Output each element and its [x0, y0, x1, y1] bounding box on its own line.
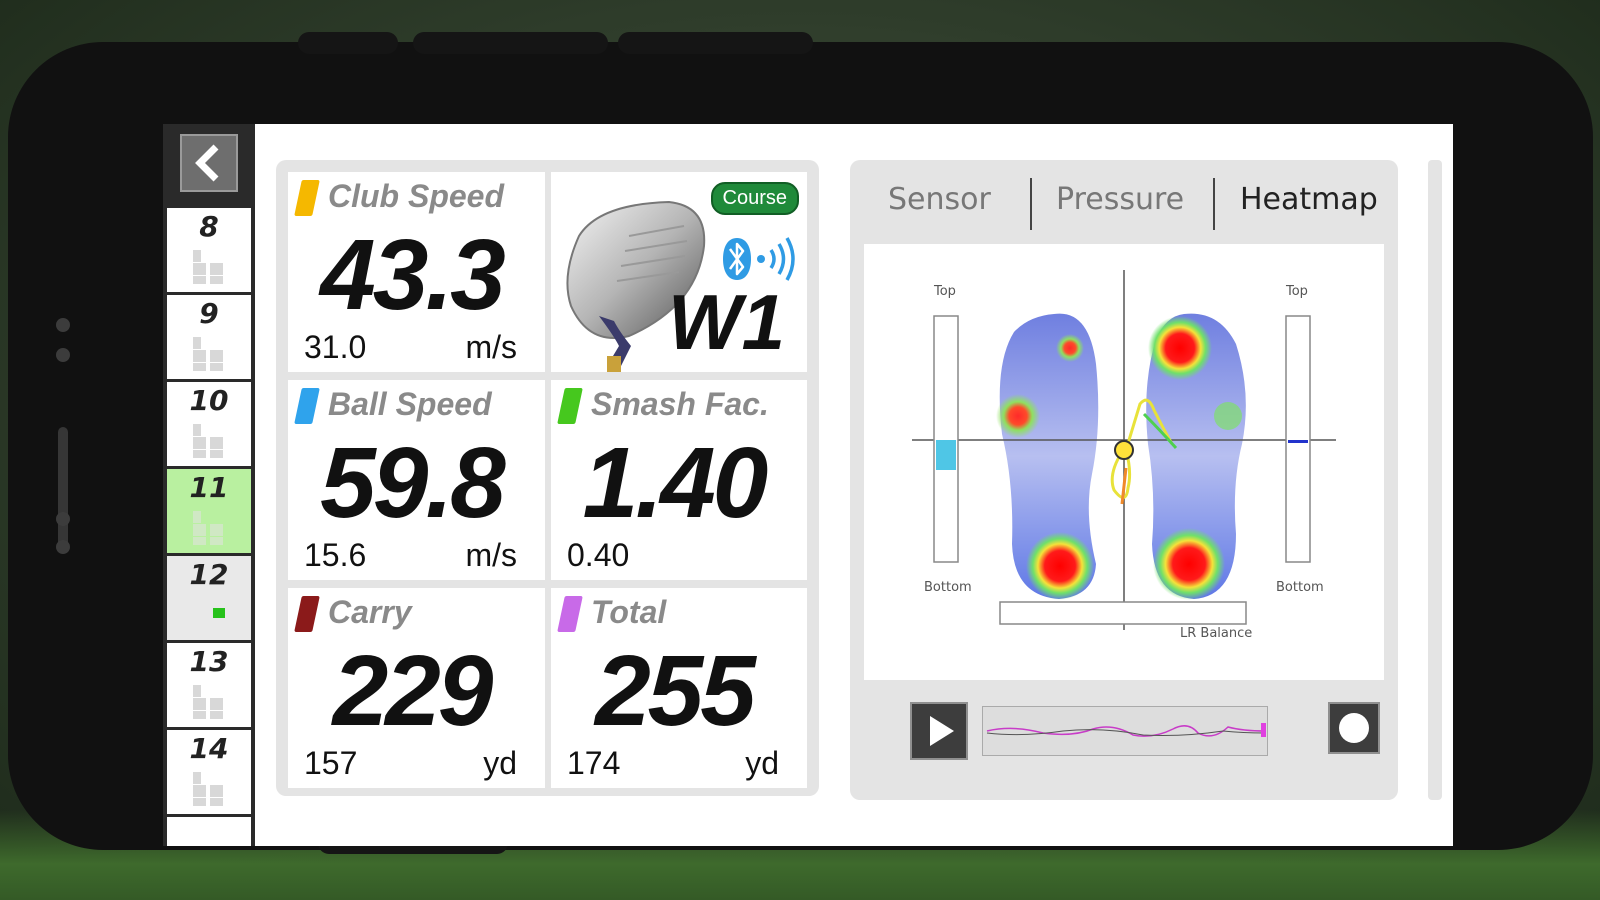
- hole-item-9[interactable]: 9: [167, 295, 251, 379]
- hole-item-14[interactable]: 14: [167, 730, 251, 814]
- hole-number: 10: [189, 384, 229, 417]
- play-icon: [930, 716, 954, 746]
- total-secondary: 174: [567, 745, 621, 781]
- smash-factor-value: 1.40: [582, 427, 769, 539]
- shot-stats-panel: Club Speed 43.3 31.0 m/s: [276, 160, 819, 796]
- total-card: Total 255 174 yd: [551, 588, 807, 788]
- carry-unit: yd: [483, 745, 517, 781]
- phone-top-button: [413, 32, 608, 54]
- club-speed-secondary: 31.0: [304, 329, 367, 365]
- total-label: Total: [591, 594, 667, 630]
- smash-factor-swatch: [557, 388, 583, 424]
- club-speed-label: Club Speed: [328, 178, 505, 214]
- front-camera-dot: [56, 318, 70, 332]
- sensor-dot: [56, 540, 70, 554]
- hole-item-11[interactable]: 11: [167, 469, 251, 553]
- hole-shot-marks: [193, 250, 233, 286]
- right-top-label: Top: [1286, 284, 1308, 299]
- ball-speed-swatch: [294, 388, 320, 424]
- tab-divider: [1030, 178, 1032, 230]
- hole-shot-marks: [193, 772, 233, 808]
- right-bottom-label: Bottom: [1276, 580, 1324, 595]
- timeline-waveform: [986, 723, 1266, 737]
- phone-top-button: [298, 32, 398, 54]
- phone-frame: 8 9 10 11: [8, 32, 1593, 854]
- hole-item-12[interactable]: 12: [167, 556, 251, 640]
- ball-speed-label: Ball Speed: [328, 386, 492, 422]
- hole-number: 14: [189, 732, 229, 765]
- club-speed-unit: m/s: [465, 329, 517, 365]
- hole-number: 12: [189, 558, 229, 591]
- ball-speed-secondary: 15.6: [304, 537, 367, 573]
- hole-number: 8: [199, 210, 219, 243]
- course-badge[interactable]: Course: [710, 182, 799, 215]
- playback-controls: [910, 700, 1380, 762]
- hole-shot-marks: [193, 337, 233, 373]
- sensor-dot: [56, 348, 70, 362]
- hole-item-8[interactable]: 8: [167, 208, 251, 292]
- smash-factor-label: Smash Fac.: [591, 386, 769, 422]
- sensor-dot: [56, 512, 70, 526]
- tab-pressure[interactable]: Pressure: [1056, 182, 1185, 217]
- record-button[interactable]: [1328, 702, 1380, 754]
- hole-number: 13: [189, 645, 229, 678]
- chevron-left-icon: [195, 144, 219, 182]
- ball-speed-card: Ball Speed 59.8 15.6 m/s: [288, 380, 545, 580]
- hole-list: 8 9 10 11: [163, 124, 255, 846]
- club-speed-swatch: [294, 180, 320, 216]
- left-bottom-label: Bottom: [924, 580, 972, 595]
- carry-card: Carry 229 157 yd: [288, 588, 545, 788]
- smash-factor-secondary: 0.40: [567, 537, 630, 573]
- tab-sensor[interactable]: Sensor: [888, 182, 991, 217]
- hole-shot-marker: [213, 608, 225, 618]
- lr-balance-label: LR Balance: [1180, 626, 1253, 641]
- back-button[interactable]: [180, 134, 238, 192]
- speaker-grille: [58, 427, 68, 552]
- carry-secondary: 157: [304, 745, 358, 781]
- hole-shot-marks: [193, 511, 233, 547]
- ball-speed-unit: m/s: [465, 537, 517, 573]
- total-swatch: [557, 596, 583, 632]
- heatmap-view: Top Bottom Top Bottom LR Balance: [864, 244, 1384, 680]
- club-name: W1: [668, 278, 785, 366]
- hole-item-13[interactable]: 13: [167, 643, 251, 727]
- phone-top-button: [618, 32, 813, 54]
- club-speed-card: Club Speed 43.3 31.0 m/s: [288, 172, 545, 372]
- hole-shot-marks: [193, 685, 233, 721]
- hole-item-10[interactable]: 10: [167, 382, 251, 466]
- ball-speed-value: 59.8: [320, 427, 506, 539]
- carry-value: 229: [332, 635, 494, 747]
- total-unit: yd: [745, 745, 779, 781]
- driver-club-icon: [566, 200, 706, 372]
- tab-heatmap[interactable]: Heatmap: [1240, 182, 1378, 217]
- left-top-label: Top: [934, 284, 956, 299]
- foot-heatmap: [912, 270, 1336, 630]
- app-screen: 8 9 10 11: [163, 124, 1453, 846]
- smash-factor-card: Smash Fac. 1.40 0.40: [551, 380, 807, 580]
- carry-label: Carry: [328, 594, 412, 630]
- tab-divider: [1213, 178, 1215, 230]
- club-card[interactable]: Course W1: [551, 172, 807, 372]
- carry-swatch: [294, 596, 320, 632]
- hole-item-partial[interactable]: [167, 817, 251, 846]
- panel-edge: [1428, 160, 1442, 800]
- playback-timeline[interactable]: [982, 706, 1268, 756]
- club-speed-value: 43.3: [320, 219, 506, 331]
- play-button[interactable]: [910, 702, 968, 760]
- sensor-panel: Sensor Pressure Heatmap: [850, 160, 1398, 800]
- bluetooth-icon: [723, 237, 795, 281]
- hole-number: 11: [189, 471, 229, 504]
- hole-number: 9: [199, 297, 219, 330]
- total-value: 255: [595, 635, 756, 747]
- hole-shot-marks: [193, 424, 233, 460]
